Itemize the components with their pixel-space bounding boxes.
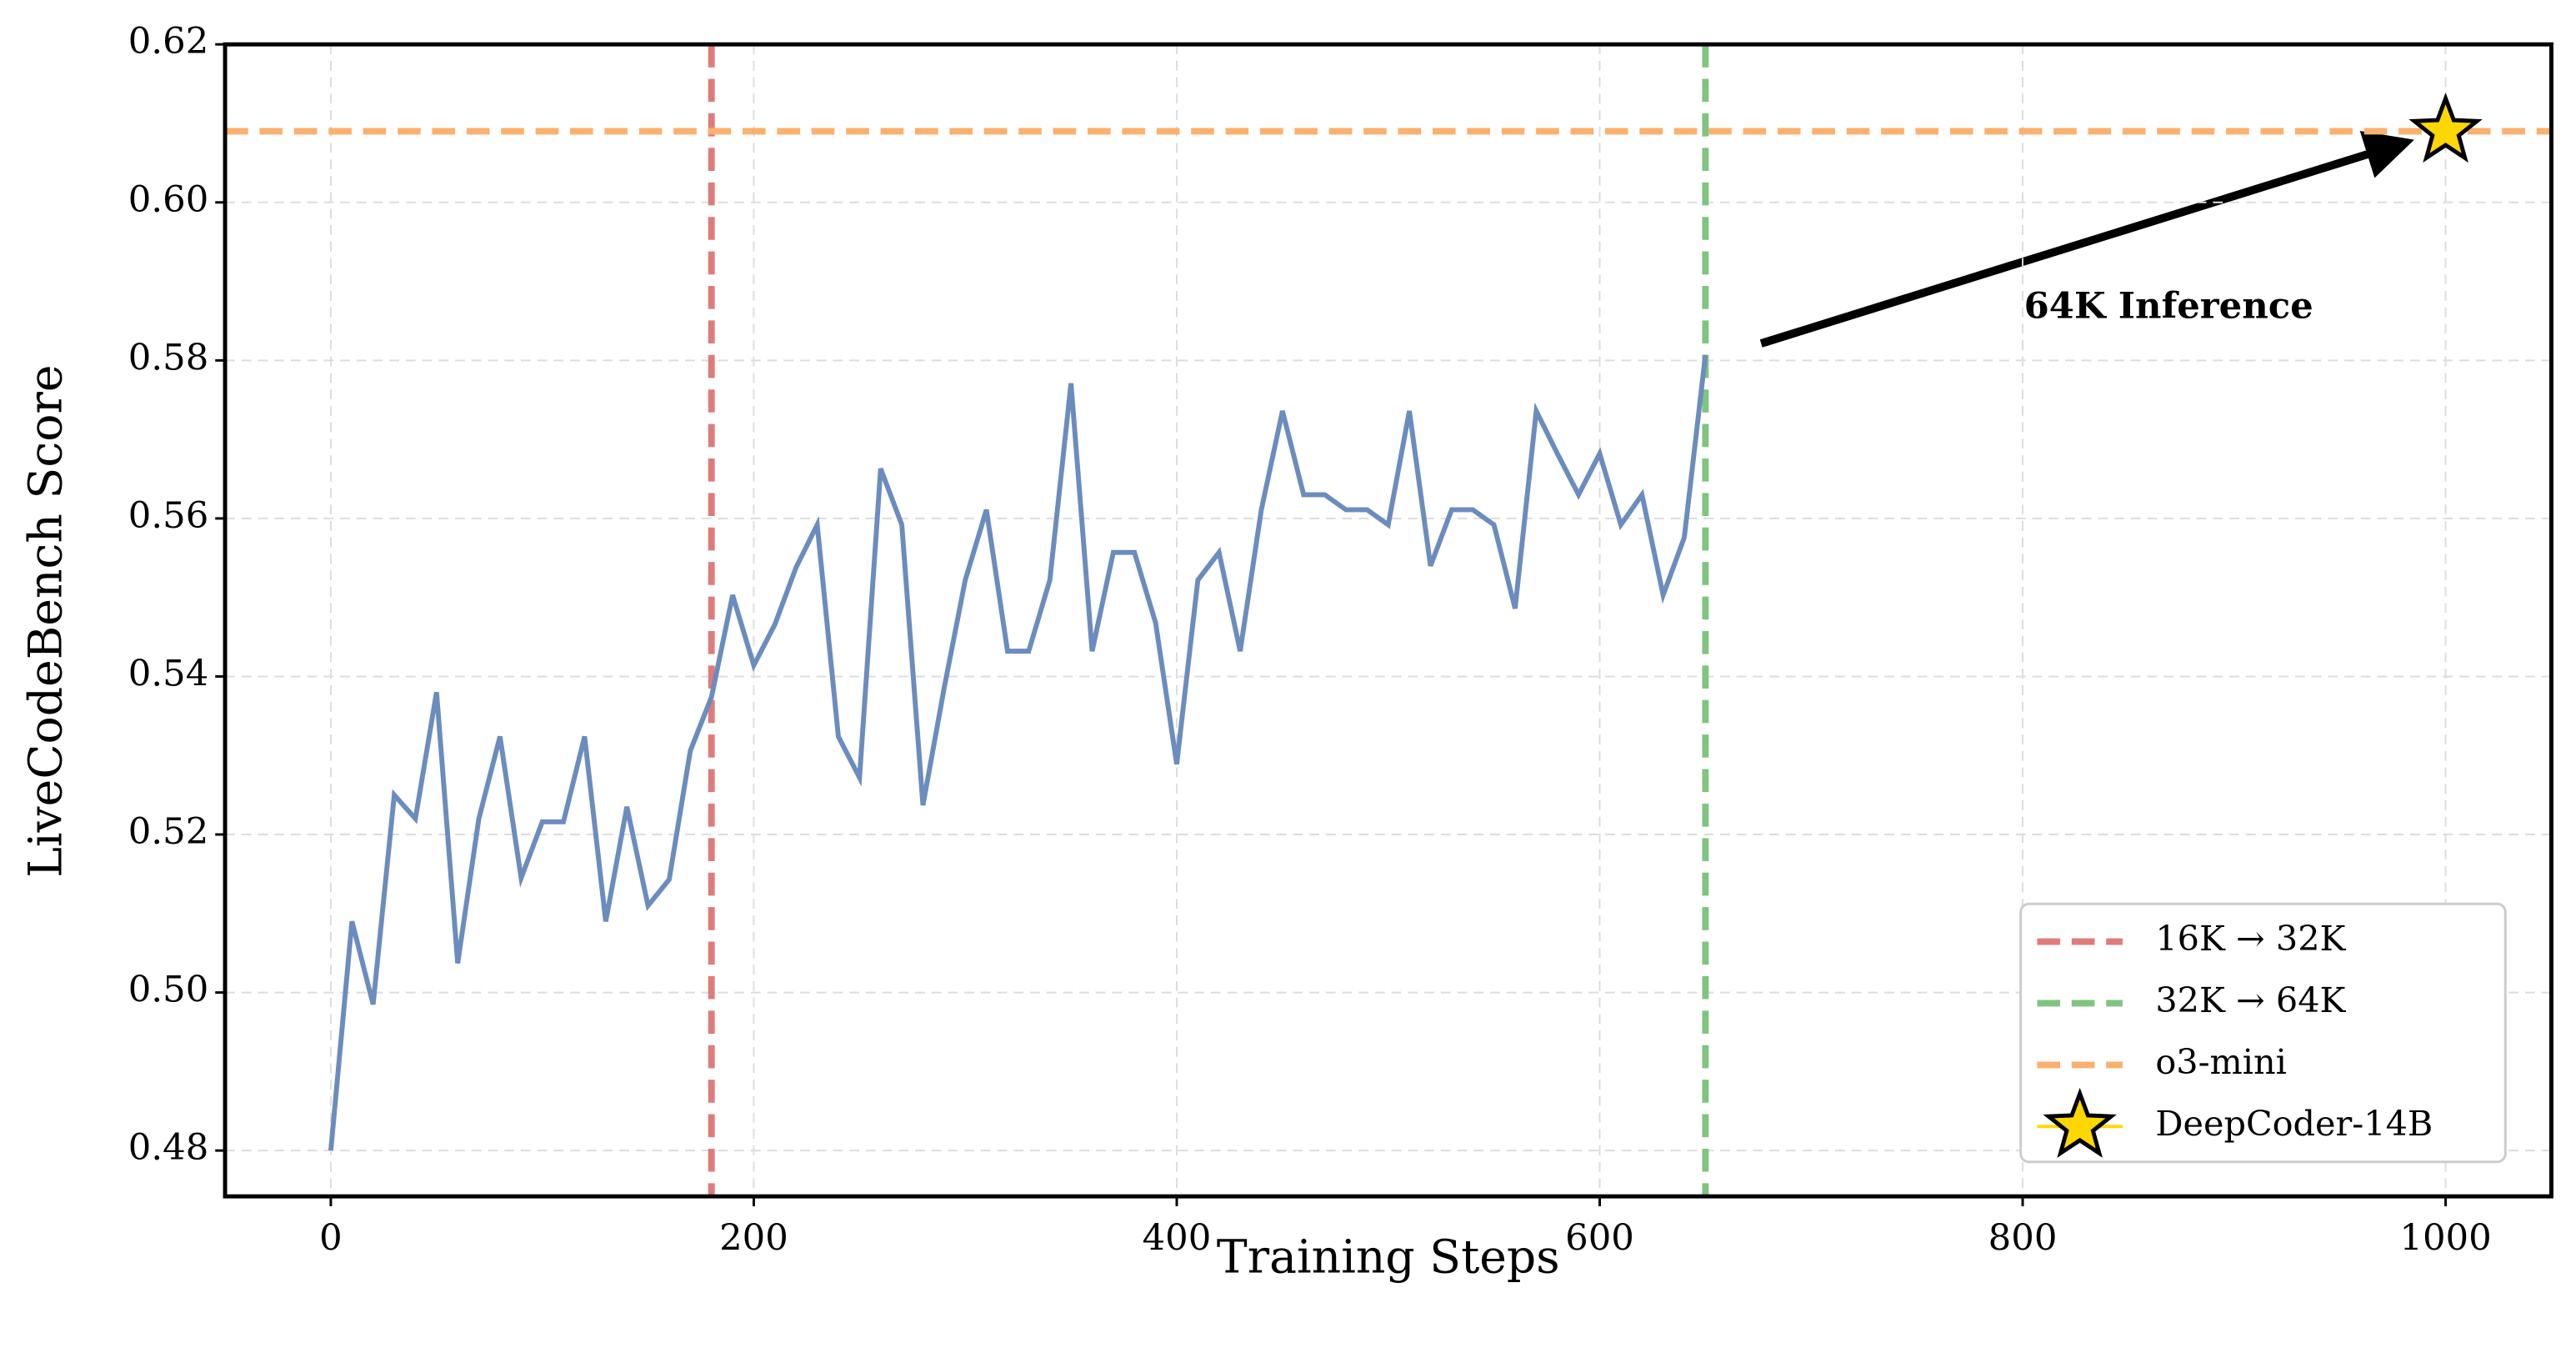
x-tick-label: 400 bbox=[1143, 1217, 1212, 1259]
y-tick-label: 0.58 bbox=[128, 337, 209, 378]
annotation: 64K Inference bbox=[2024, 285, 2313, 328]
x-tick-label: 200 bbox=[719, 1217, 788, 1259]
x-tick-label: 0 bbox=[319, 1217, 343, 1259]
legend-box bbox=[2019, 902, 2507, 1164]
star-marker bbox=[2408, 93, 2483, 163]
y-tick-label: 0.52 bbox=[128, 811, 209, 853]
legend-label: o3-mini bbox=[2155, 1042, 2287, 1082]
x-tick-label: 800 bbox=[1988, 1217, 2058, 1259]
annotation-arrow bbox=[1759, 130, 2414, 348]
legend-label: 32K → 64K bbox=[2155, 980, 2346, 1020]
y-tick-label: 0.50 bbox=[128, 970, 209, 1011]
data-line bbox=[328, 354, 1708, 1151]
y-tick-label: 0.60 bbox=[128, 179, 209, 221]
y-tick-label: 0.62 bbox=[128, 21, 209, 63]
x-tick-label: 1000 bbox=[2399, 1217, 2491, 1259]
legend-swatch bbox=[2043, 1087, 2117, 1158]
y-axis-label: LiveCodeBench Score bbox=[20, 364, 73, 877]
x-tick-label: 600 bbox=[1565, 1217, 1634, 1259]
x-axis-label: Training Steps bbox=[1217, 1230, 1560, 1284]
plot-frame bbox=[223, 42, 2553, 1199]
y-tick-label: 0.48 bbox=[128, 1127, 209, 1169]
legend-label: 16K → 32K bbox=[2155, 919, 2346, 959]
y-tick-label: 0.54 bbox=[128, 653, 209, 694]
legend-label: DeepCoder-14B bbox=[2155, 1104, 2433, 1144]
y-tick-label: 0.56 bbox=[128, 495, 209, 537]
